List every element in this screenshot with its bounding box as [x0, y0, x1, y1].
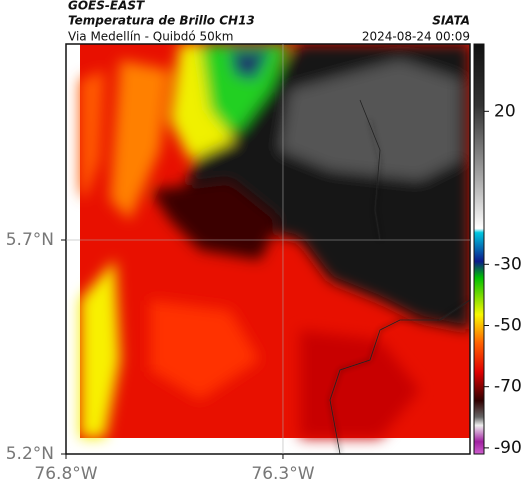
colorbar-tick-label: -70 — [494, 377, 522, 397]
map-frame — [65, 43, 471, 455]
x-tick-label: 76.8°W — [34, 464, 97, 484]
source: SIATA — [432, 14, 470, 28]
x-tick-label: 76.3°W — [251, 464, 314, 484]
route: Via Medellín - Quibdó 50km — [68, 30, 233, 44]
y-tick-label: 5.2°N — [6, 444, 54, 464]
satellite: GOES-EAST — [68, 0, 145, 13]
colorbar-tick-label: -30 — [494, 254, 522, 274]
colorbar — [473, 43, 485, 455]
timestamp: 2024-08-24 00:09 — [362, 30, 470, 44]
satellite-image — [66, 44, 470, 454]
colorbar-tick-label: -90 — [494, 438, 522, 458]
y-tick-label: 5.7°N — [6, 230, 54, 250]
product: Temperatura de Brillo CH13 — [68, 14, 255, 28]
colorbar-tick-label: -50 — [494, 315, 522, 335]
colorbar-tick-label: 20 — [494, 101, 516, 121]
